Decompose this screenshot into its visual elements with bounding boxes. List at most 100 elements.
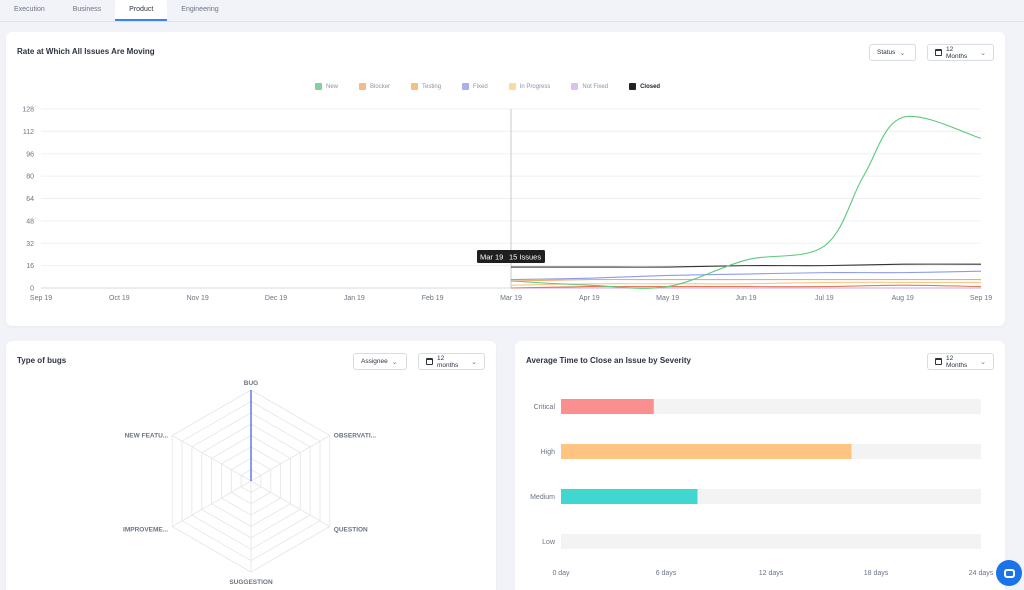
x-tick-label: Sep 19 [30,295,52,302]
y-tick-label: 96 [26,151,34,158]
x-tick-label: Jul 19 [815,295,834,302]
y-tick-label: 80 [26,174,34,181]
x-tick-label: May 19 [656,295,679,302]
assignee-dropdown[interactable]: Assignee ⌄ [353,353,407,370]
x-tick-label: 0 day [552,570,570,577]
severity-period-dropdown[interactable]: 12 Months ⌄ [927,353,994,370]
radar-axis-label: NEW FEATU... [125,433,169,440]
radar-axis-label: QUESTION [334,527,368,534]
y-tick-label: 128 [22,107,34,114]
tab-business[interactable]: Business [72,6,102,13]
chat-icon [1003,568,1015,578]
radar-spoke [171,480,252,527]
x-tick-label: Jun 19 [735,295,756,302]
x-tick-label: Nov 19 [187,295,209,302]
severity-bar-chart: Critical High Medium Low 0 day 6 days 12 days 1… [530,399,994,577]
legend-swatch [629,83,637,90]
legend-swatch [411,83,419,90]
chat-button[interactable] [996,560,1022,586]
bar-category-label: Medium [530,494,555,501]
legend-swatch [571,83,579,90]
x-tick-label: Aug 19 [892,295,914,302]
bug-type-radar-chart: BUG OBSERVATI... QUESTION SUGGESTION IMPROVE… [123,380,376,586]
legend-item-testing[interactable]: Testing [411,83,441,90]
legend-item-not-fixed[interactable]: Not Fixed [571,83,608,90]
bar-category-label: Low [542,539,556,546]
period-dropdown-label: 12 Months [945,45,968,60]
legend-swatch [359,83,367,90]
radar-spoke [171,435,252,482]
x-tick-label: Oct 19 [109,295,130,302]
x-tick-label: Mar 19 [500,295,522,302]
issues-line-chart: 0 16 32 48 64 80 96 112 128 Sep 19 Oct 19 Nov 19 Dec… [22,107,992,303]
bugs-period-label: 12 months [436,354,459,369]
legend-label: Testing [422,83,442,90]
legend-label: Fixed [473,83,488,90]
radar-axis-label: BUG [244,380,258,387]
bar-high [561,444,852,459]
legend-item-closed[interactable]: Closed [629,83,660,90]
legend-swatch [315,83,322,90]
bar-category-label: High [541,449,556,456]
radar-spoke [250,480,331,527]
x-tick-label: Dec 19 [265,295,287,302]
legend-item-new[interactable]: New [315,83,338,90]
series-line-in-progress [510,281,981,286]
series-line-testing [510,278,981,282]
rate-card: Rate at Which All Issues Are Moving Stat… [6,32,1005,326]
radar-axis-label: IMPROVEME... [123,527,168,534]
legend-label: New [326,83,339,90]
calendar-icon [426,358,433,365]
tab-product[interactable]: Product [115,0,168,21]
tooltip-date: Mar 19 [480,253,503,262]
legend-item-fixed[interactable]: Fixed [462,83,488,90]
tab-engineering[interactable]: Engineering [181,6,219,13]
x-tick-label: Jan 19 [344,295,365,302]
tooltip-value: 15 Issues [509,253,541,262]
tooltip-background [477,250,545,263]
legend-swatch [462,83,470,90]
y-tick-label: 64 [26,196,34,203]
rate-card-title: Rate at Which All Issues Are Moving [17,47,155,56]
legend-label: Blocker [370,83,391,90]
x-tick-label: 6 days [656,570,677,577]
calendar-icon [935,358,942,365]
bar-category-label: Critical [534,404,556,411]
period-dropdown[interactable]: 12 Months ⌄ [927,44,994,61]
severity-card-title: Average Time to Close an Issue by Severi… [526,356,691,365]
tab-execution[interactable]: Execution [14,6,45,13]
status-dropdown[interactable]: Status ⌄ [869,44,916,61]
chevron-down-icon: ⌄ [471,358,477,366]
y-tick-label: 112 [23,129,34,136]
severity-period-label: 12 Months [945,354,968,369]
radar-spoke [250,435,331,482]
y-tick-label: 48 [26,218,34,225]
legend-item-in-progress[interactable]: In Progress [508,83,551,90]
calendar-icon [935,49,942,56]
chart-legend: New Blocker Testing Fixed In Progress Not Fix… [315,83,681,90]
bar-track [561,399,981,414]
x-tick-label: 12 days [759,570,784,577]
x-tick-label: Sep 19 [970,295,992,302]
chevron-down-icon: ⌄ [980,49,986,57]
radar-axis-label: SUGGESTION [229,579,273,586]
x-tick-label: 18 days [864,570,889,577]
legend-label: Closed [640,83,661,90]
series-line-new [510,115,982,289]
status-dropdown-label: Status [877,49,896,56]
bar-critical [561,399,654,414]
x-tick-label: 24 days [969,570,994,577]
bugs-period-dropdown[interactable]: 12 months ⌄ [418,353,485,370]
legend-label: In Progress [519,83,551,90]
legend-item-blocker[interactable]: Blocker [359,83,390,90]
y-tick-label: 16 [26,263,34,270]
y-tick-label: 32 [26,241,34,248]
series-line-blocker [510,284,982,289]
x-tick-label: Apr 19 [579,295,600,302]
radar-axis-label: OBSERVATI... [334,433,376,440]
chevron-down-icon: ⌄ [980,358,986,366]
series-line-closed [511,263,982,268]
tab-bar: Execution Business Product Engineering [0,0,1024,22]
chevron-down-icon: ⌄ [899,49,906,57]
chevron-down-icon: ⌄ [391,358,398,366]
